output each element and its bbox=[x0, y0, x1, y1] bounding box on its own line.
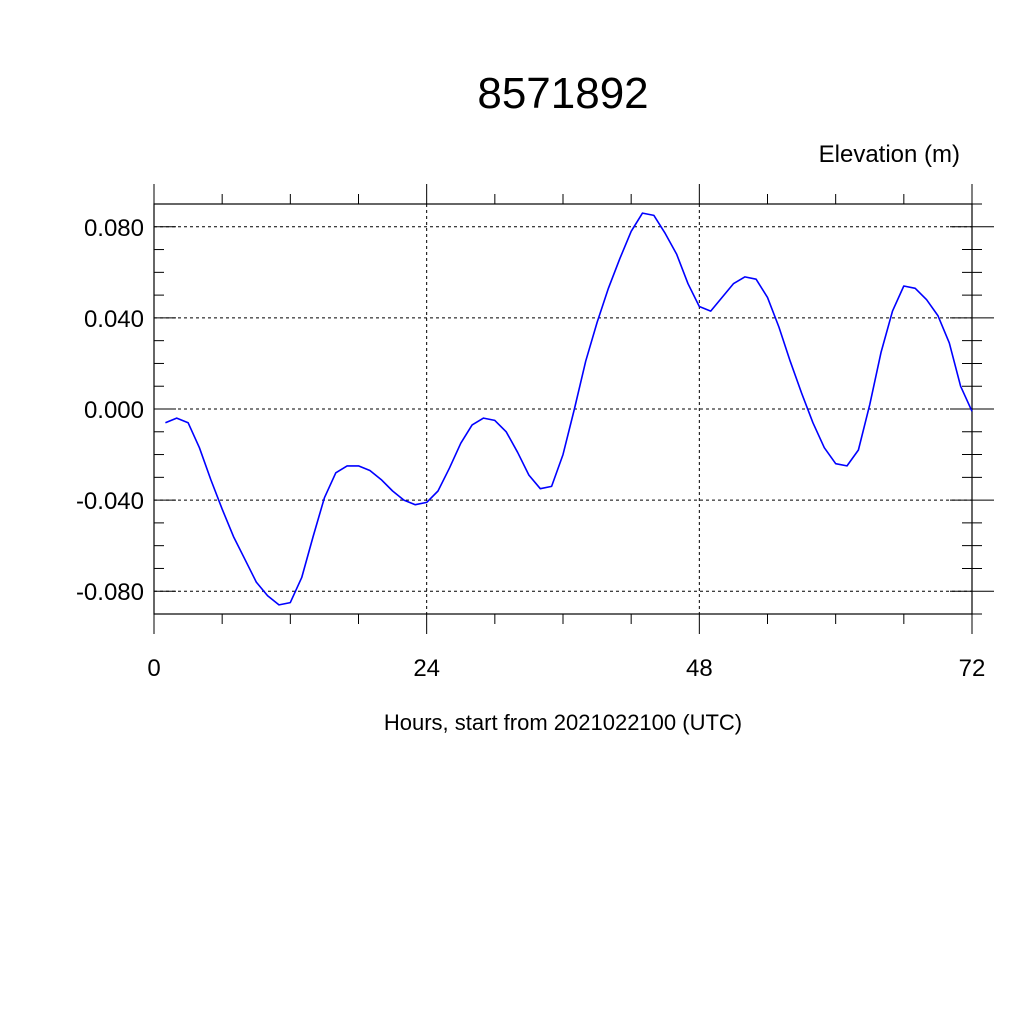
x-tick-label: 0 bbox=[147, 655, 160, 682]
gridlines bbox=[154, 204, 972, 614]
series-layer bbox=[165, 212, 973, 606]
major-ticks bbox=[153, 184, 994, 634]
x-tick-labels: 0 24 48 72 bbox=[147, 655, 985, 682]
series-line bbox=[165, 212, 973, 606]
y-tick-label: 0.040 bbox=[84, 306, 144, 333]
y-axis-label: Elevation (m) bbox=[819, 141, 960, 168]
x-tick-label: 48 bbox=[686, 655, 713, 682]
y-tick-label: 0.000 bbox=[84, 397, 144, 424]
x-axis-label: Hours, start from 2021022100 (UTC) bbox=[384, 710, 742, 735]
chart-title: 8571892 bbox=[477, 69, 648, 118]
x-tick-label: 72 bbox=[959, 655, 986, 682]
y-tick-label: -0.080 bbox=[76, 579, 144, 606]
y-tick-label: 0.080 bbox=[84, 215, 144, 242]
x-tick-label: 24 bbox=[413, 655, 440, 682]
y-tick-labels: 0.080 0.040 0.000 -0.040 -0.080 bbox=[76, 215, 144, 606]
y-tick-label: -0.040 bbox=[76, 488, 144, 515]
